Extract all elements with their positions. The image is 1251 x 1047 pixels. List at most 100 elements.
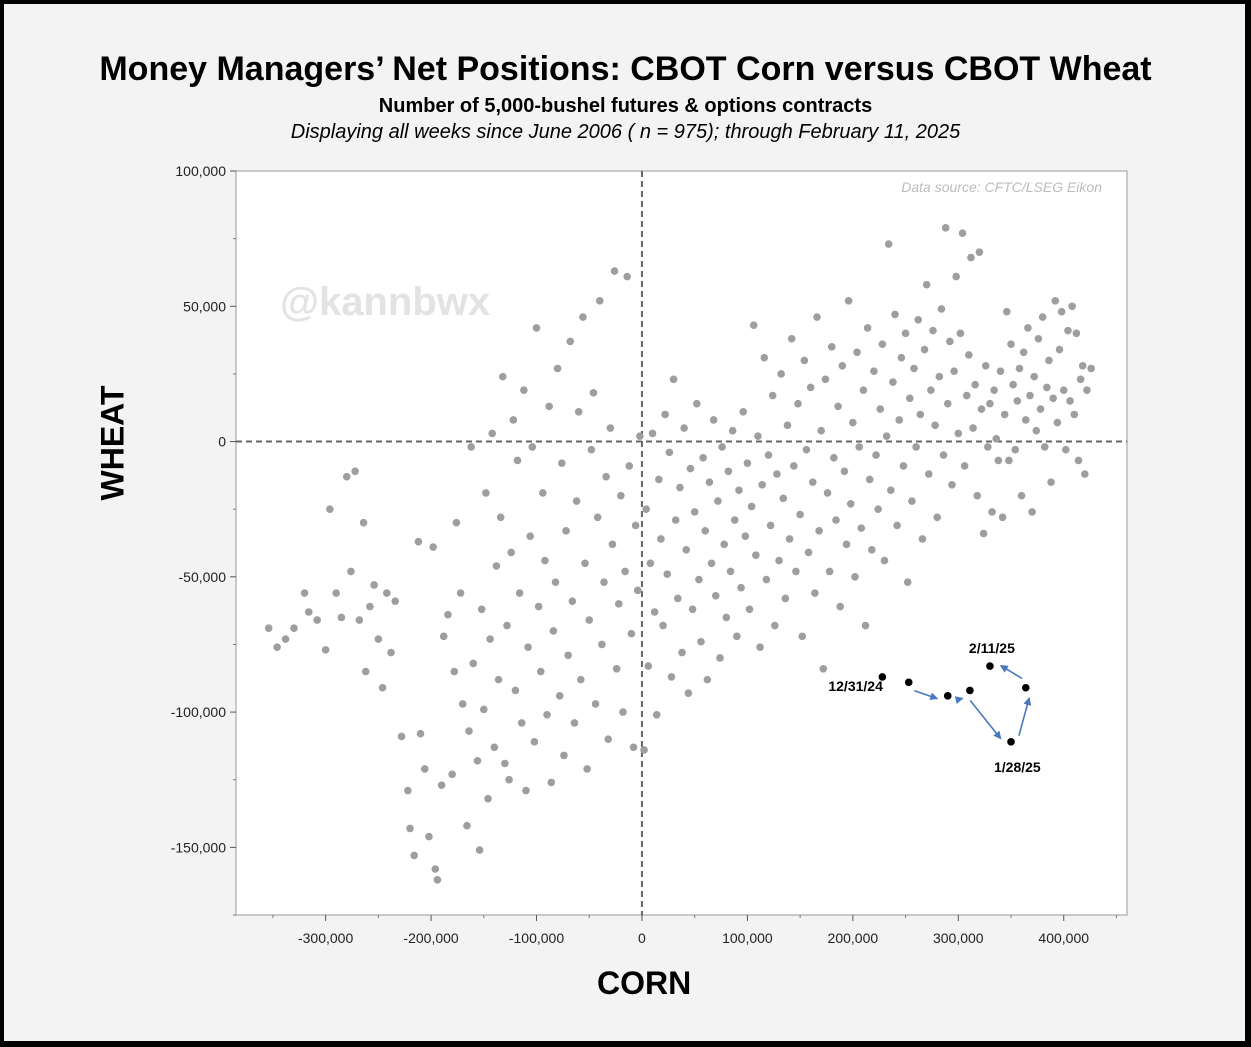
data-point	[473, 756, 482, 765]
data-point	[1005, 456, 1013, 465]
data-point	[1038, 313, 1047, 321]
data-point	[785, 535, 794, 543]
data-point	[524, 643, 532, 651]
data-point	[595, 297, 604, 305]
data-point	[865, 475, 874, 484]
data-point	[857, 524, 866, 532]
data-point	[619, 708, 627, 716]
data-point	[374, 635, 383, 643]
data-point	[802, 445, 811, 454]
data-point	[697, 637, 705, 646]
data-point	[404, 786, 412, 795]
data-point	[880, 556, 889, 565]
data-point	[690, 508, 699, 516]
data-point	[382, 589, 391, 597]
data-point	[431, 865, 440, 873]
data-point	[811, 589, 819, 597]
data-point	[625, 462, 634, 470]
data-point	[498, 372, 507, 381]
data-point	[313, 616, 321, 624]
data-point	[370, 581, 378, 589]
trajectory-arrow	[954, 696, 964, 704]
data-point	[855, 443, 863, 451]
data-point	[488, 429, 497, 438]
data-point	[469, 659, 478, 668]
chart-subtitle: Number of 5,000-bushel futures & options…	[378, 95, 873, 117]
trajectory-arrow	[1018, 697, 1032, 736]
data-point	[425, 832, 433, 841]
data-point	[549, 627, 558, 635]
data-point	[1019, 348, 1028, 357]
data-point	[1087, 364, 1095, 373]
data-point	[366, 602, 374, 611]
data-point	[509, 416, 518, 424]
data-point	[941, 224, 950, 232]
data-point	[577, 675, 585, 684]
data-point	[1026, 391, 1034, 400]
data-point	[735, 486, 743, 495]
data-point	[739, 407, 747, 416]
data-point	[650, 608, 659, 616]
data-point	[678, 648, 686, 657]
data-point	[406, 824, 414, 833]
data-point	[1068, 302, 1076, 311]
data-point	[511, 686, 520, 695]
data-point	[773, 470, 781, 478]
data-point	[1081, 470, 1089, 478]
highlighted-point	[986, 662, 994, 670]
data-point	[714, 497, 722, 505]
data-point	[996, 367, 1005, 376]
data-point	[792, 567, 800, 576]
data-point	[477, 605, 486, 614]
data-point	[1002, 307, 1011, 316]
y-tick-label: 0	[218, 434, 226, 450]
data-point	[779, 494, 788, 503]
data-point	[1072, 329, 1081, 338]
data-point	[787, 334, 796, 343]
data-point	[676, 483, 684, 492]
data-point	[652, 710, 661, 719]
data-point	[695, 575, 703, 584]
data-point	[585, 616, 594, 624]
data-point	[671, 516, 680, 524]
data-point	[522, 786, 530, 795]
data-point	[783, 421, 792, 430]
data-point	[973, 491, 982, 500]
data-point	[781, 594, 790, 603]
data-point	[916, 410, 925, 419]
data-point	[891, 310, 899, 319]
highlighted-point	[904, 678, 913, 687]
data-point	[699, 453, 707, 462]
data-point	[555, 692, 564, 700]
data-point	[452, 518, 461, 527]
x-tick-label: 100,000	[722, 930, 773, 946]
data-point	[777, 370, 785, 378]
data-point	[884, 240, 893, 248]
data-point	[667, 673, 676, 681]
data-point	[568, 597, 577, 605]
data-point	[1007, 340, 1015, 348]
data-point	[726, 567, 735, 576]
data-point	[1043, 383, 1051, 392]
data-point	[547, 778, 556, 787]
y-tick-label: -50,000	[179, 569, 227, 585]
x-tick-label: -100,000	[509, 930, 564, 946]
plot-area	[235, 170, 1128, 916]
data-point	[703, 675, 712, 684]
data-point	[1030, 372, 1039, 381]
data-point	[391, 597, 400, 605]
data-point	[994, 456, 1003, 465]
data-point	[950, 367, 958, 376]
data-point	[988, 508, 996, 516]
data-point	[264, 624, 273, 633]
data-point	[332, 589, 340, 597]
data-point	[539, 489, 547, 497]
data-point	[806, 383, 815, 392]
data-point	[821, 375, 830, 384]
data-point	[969, 424, 977, 432]
data-point	[1057, 307, 1066, 316]
y-axis-label: WHEAT	[94, 385, 131, 501]
data-point	[840, 467, 849, 476]
data-point	[819, 665, 828, 673]
data-point	[722, 613, 731, 622]
